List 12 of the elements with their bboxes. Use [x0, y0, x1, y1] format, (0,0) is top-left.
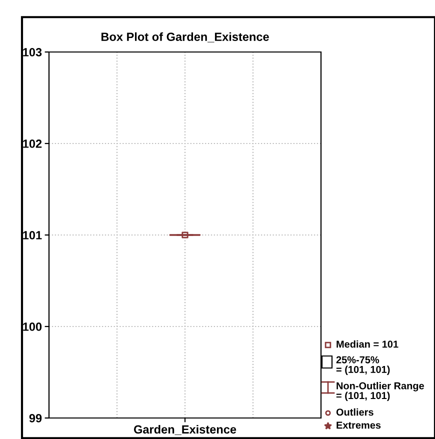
x-tick-label: Garden_Existence [134, 424, 236, 435]
y-tick-label: 102 [23, 140, 42, 148]
text: 25%-75% = (101, 101) [336, 356, 390, 376]
y-tick-label: 100 [23, 322, 42, 331]
text: Extremes [336, 422, 381, 429]
text: Outliers [336, 408, 374, 416]
y-tick-label: 103 [23, 48, 42, 56]
chart-title: Box Plot of Garden_Existence [101, 32, 269, 42]
text: Median = 101 [336, 340, 398, 348]
y-tick-label: 101 [23, 231, 42, 240]
y-tick-label: 99 [29, 414, 42, 422]
text: Non-Outlier Range = (101, 101) [336, 382, 424, 402]
